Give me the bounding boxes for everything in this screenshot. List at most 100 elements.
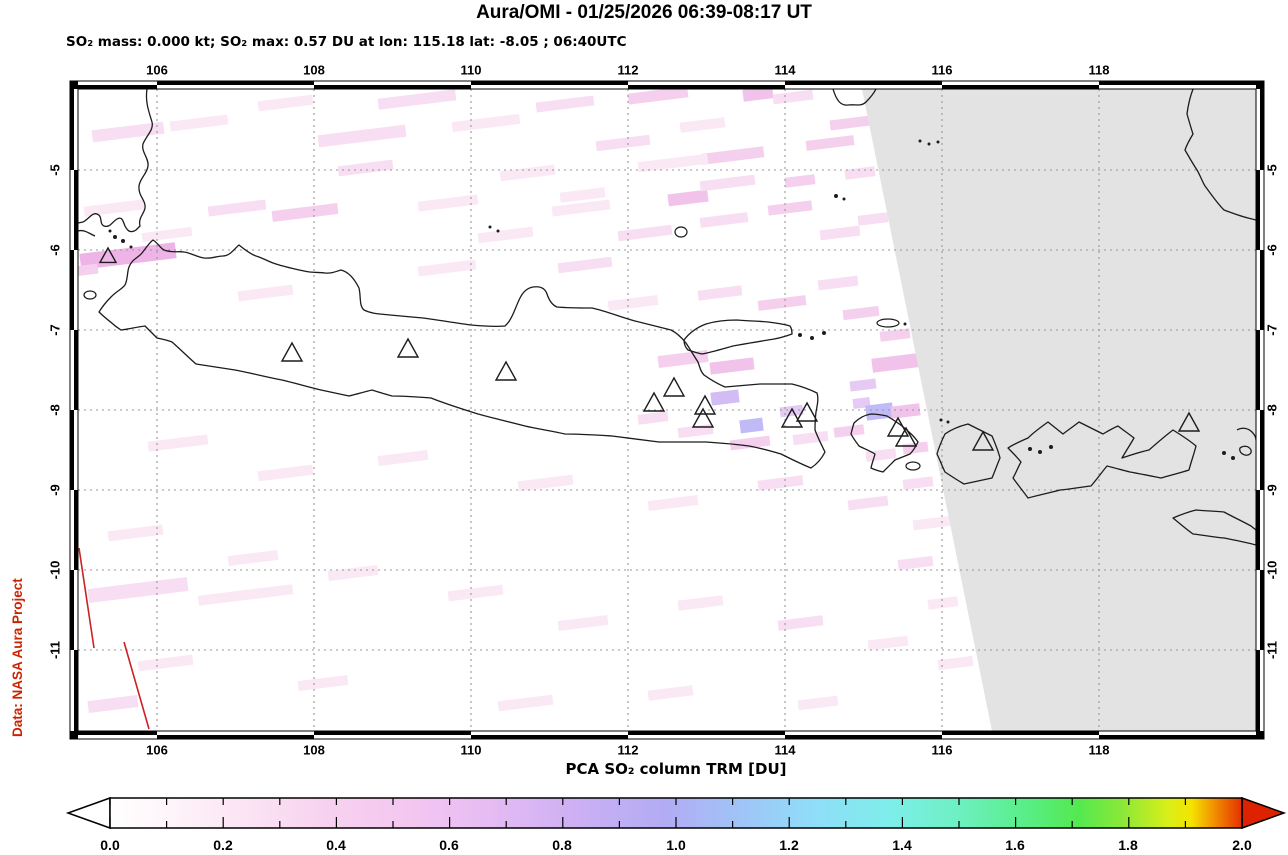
- page-title: Aura/OMI - 01/25/2026 06:39-08:17 UT: [476, 2, 812, 23]
- neatline-segment: [74, 490, 78, 570]
- so2-data-patch: [847, 495, 889, 511]
- so2-data-patch: [551, 199, 611, 217]
- orbit-track-line: [78, 547, 95, 649]
- neatline-segment: [471, 735, 628, 739]
- so2-data-patch: [902, 441, 929, 455]
- neatline-segment: [70, 89, 74, 170]
- islet-speck: [936, 140, 940, 144]
- so2-data-patch: [879, 328, 911, 342]
- so2-data-patch: [497, 694, 554, 712]
- so2-data-patch: [559, 187, 606, 203]
- so2-data-patch: [647, 685, 694, 701]
- islet-speck: [1028, 447, 1032, 451]
- coastline: [78, 229, 96, 237]
- so2-data-patch: [699, 212, 749, 228]
- islet-speck: [1049, 445, 1053, 449]
- lon-tick-bottom: 110: [460, 742, 482, 758]
- coastline: [1172, 509, 1256, 546]
- lat-tick-left: -6: [47, 244, 63, 256]
- so2-data-patch: [937, 655, 974, 671]
- coastline: [1007, 421, 1197, 499]
- so2-data-patch: [237, 284, 294, 302]
- so2-data-patch: [91, 121, 165, 143]
- islet-speck: [946, 420, 950, 424]
- so2-data-patch: [890, 403, 921, 419]
- lon-tick-bottom: 118: [1088, 742, 1110, 758]
- volcano-triangle-marker: [780, 407, 804, 428]
- volcano-triangle-marker: [886, 416, 910, 437]
- volcano-triangle-marker: [691, 407, 715, 428]
- so2-data-patch: [141, 226, 193, 243]
- so2-data-patch: [327, 564, 379, 582]
- neatline-segment: [471, 85, 628, 89]
- lat-tick-right: -5: [1264, 164, 1280, 176]
- so2-data-patch: [137, 654, 194, 672]
- so2-data-patch: [679, 117, 726, 133]
- cb-tick-label: 0.4: [326, 837, 346, 853]
- cb-tick-label: 1.2: [779, 837, 799, 853]
- coastline: [98, 239, 826, 469]
- neatline-segment: [70, 410, 74, 490]
- so2-data-patch: [867, 635, 909, 651]
- volcano-triangle-marker: [396, 337, 420, 358]
- lon-tick-top: 112: [617, 62, 639, 78]
- neatline-segment: [471, 81, 628, 85]
- so2-data-patch: [297, 674, 349, 692]
- so2-data-patch: [207, 199, 267, 217]
- so2-data-patch: [637, 153, 709, 173]
- so2-data-patch: [729, 435, 771, 451]
- so2-data-patch: [517, 474, 574, 492]
- cb-tick-label: 0.6: [439, 837, 459, 853]
- neatline-segment: [1260, 410, 1264, 490]
- so2-data-patch: [699, 174, 756, 192]
- lon-tick-top: 114: [774, 62, 796, 78]
- neatline-segment: [1260, 490, 1264, 570]
- islet-speck: [810, 336, 814, 340]
- neatline-segment: [1260, 650, 1264, 731]
- lon-tick-top: 106: [146, 62, 168, 78]
- so2-data-patch: [107, 524, 164, 542]
- islet-speck: [903, 322, 907, 326]
- islet-speck: [939, 418, 943, 422]
- lat-tick-right: -10: [1264, 560, 1280, 580]
- so2-data-patch: [667, 189, 709, 207]
- so2-data-patch: [817, 275, 859, 291]
- neatline-segment: [942, 735, 1099, 739]
- neatline-segment: [74, 89, 78, 170]
- neatline-segment: [1260, 570, 1264, 650]
- so2-data-patch: [257, 94, 314, 112]
- neatline-segment: [1099, 81, 1256, 85]
- lat-tick-left: -7: [47, 324, 63, 336]
- neatline-segment: [1260, 330, 1264, 410]
- so2-data-patch: [842, 305, 880, 321]
- so2-data-patch: [499, 164, 556, 182]
- neatline-segment: [1256, 250, 1260, 330]
- islet-speck: [1222, 451, 1226, 455]
- neatline-corner: [70, 81, 78, 89]
- volcano-triangle-marker: [971, 430, 995, 451]
- so2-data-patch: [87, 694, 139, 714]
- so2-data-patch: [849, 378, 877, 392]
- neatline-segment: [1256, 490, 1260, 570]
- lon-tick-top: 110: [460, 62, 482, 78]
- map-outer-frame: [69, 80, 1265, 740]
- cb-tick-label: 1.6: [1005, 837, 1025, 853]
- so2-data-patch: [617, 224, 673, 242]
- so2-data-patch: [607, 294, 659, 312]
- so2-data-patch: [227, 549, 279, 567]
- coastline: [832, 89, 877, 106]
- neatline-segment: [70, 170, 74, 250]
- so2-data-patch: [897, 555, 934, 571]
- neatline-segment: [74, 170, 78, 250]
- lon-tick-top: 116: [931, 62, 953, 78]
- neatline-segment: [78, 735, 157, 739]
- so2-data-patch: [710, 389, 740, 406]
- island-outline: [905, 461, 921, 471]
- neatline-segment: [1256, 410, 1260, 490]
- so2-data-patch: [417, 194, 479, 212]
- lat-tick-right: -6: [1264, 244, 1280, 256]
- so2-data-patch: [697, 285, 743, 301]
- map-content: [78, 89, 1256, 731]
- neatline-segment: [74, 250, 78, 330]
